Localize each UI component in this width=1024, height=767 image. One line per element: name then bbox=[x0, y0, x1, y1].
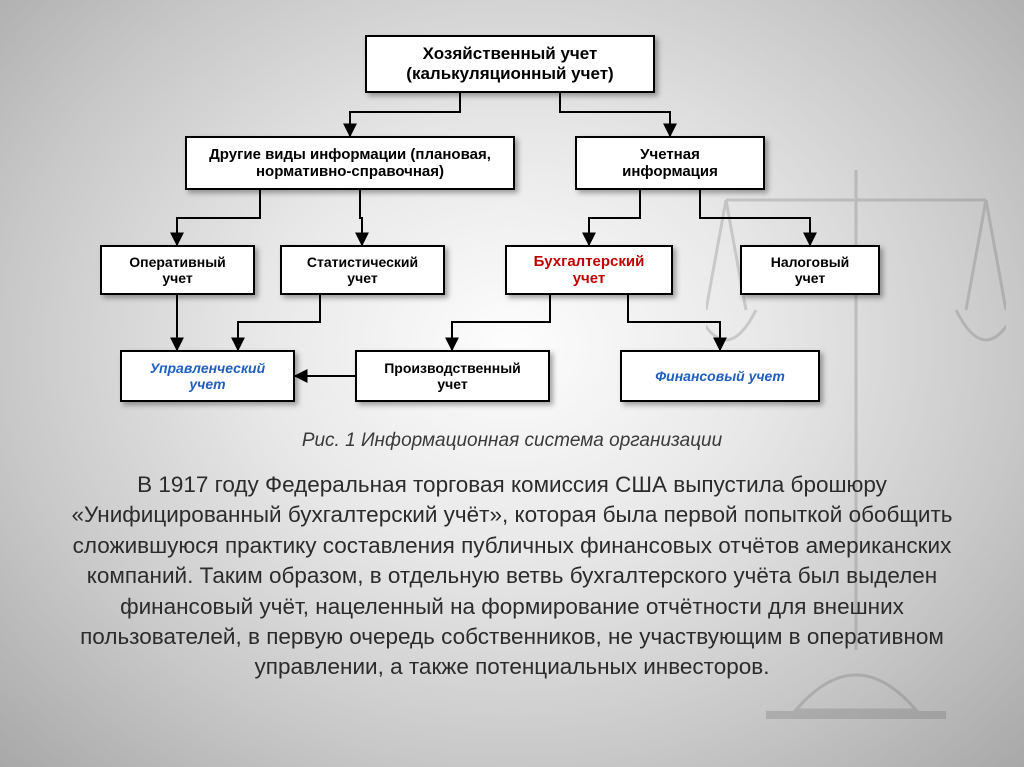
node-other-info-text: Другие виды информации (плановая,нормати… bbox=[209, 146, 491, 181]
body-paragraph: В 1917 году Федеральная торговая комисси… bbox=[52, 470, 972, 683]
node-root-text: Хозяйственный учет(калькуляционный учет) bbox=[406, 44, 613, 83]
node-tax-text: Налоговыйучет bbox=[771, 254, 850, 286]
node-statistic: Статистическийучет bbox=[280, 245, 445, 295]
node-statistic-text: Статистическийучет bbox=[307, 254, 418, 286]
node-operative: Оперативныйучет bbox=[100, 245, 255, 295]
node-root: Хозяйственный учет(калькуляционный учет) bbox=[365, 35, 655, 93]
figure-caption: Рис. 1 Информационная система организаци… bbox=[0, 430, 1024, 452]
node-operative-text: Оперативныйучет bbox=[129, 254, 226, 286]
node-other-info: Другие виды информации (плановая,нормати… bbox=[185, 136, 515, 190]
node-acct-info-text: Учетнаяинформация bbox=[622, 146, 718, 181]
node-production-text: Производственныйучет bbox=[384, 360, 521, 392]
node-accounting-text: Бухгалтерскийучет bbox=[534, 253, 645, 288]
slide-stage: Хозяйственный учет(калькуляционный учет)… bbox=[0, 0, 1024, 767]
node-financial-text: Финансовый учет bbox=[655, 368, 785, 384]
node-production: Производственныйучет bbox=[355, 350, 550, 402]
node-management-text: Управленческийучет bbox=[150, 360, 265, 392]
node-financial: Финансовый учет bbox=[620, 350, 820, 402]
node-management: Управленческийучет bbox=[120, 350, 295, 402]
node-tax: Налоговыйучет bbox=[740, 245, 880, 295]
node-acct-info: Учетнаяинформация bbox=[575, 136, 765, 190]
node-accounting: Бухгалтерскийучет bbox=[505, 245, 673, 295]
